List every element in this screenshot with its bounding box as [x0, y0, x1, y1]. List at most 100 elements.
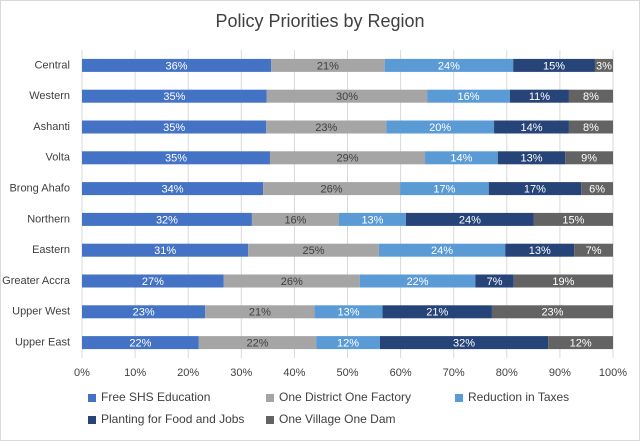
y-tick-label: Northern	[27, 213, 70, 225]
legend-label: Planting for Food and Jobs	[101, 412, 244, 426]
data-label: 24%	[431, 245, 453, 257]
data-label: 32%	[453, 338, 475, 350]
data-label: 35%	[163, 122, 185, 134]
legend-label: Reduction in Taxes	[468, 390, 569, 404]
data-label: 21%	[317, 60, 339, 72]
bar-segment	[533, 212, 613, 226]
y-tick-label: Volta	[46, 152, 71, 164]
legend-swatch	[88, 416, 96, 424]
data-label: 29%	[336, 153, 358, 165]
data-label: 21%	[426, 307, 448, 319]
data-label: 3%	[596, 60, 612, 72]
bar-segment	[505, 243, 575, 257]
bar-segment	[488, 182, 582, 196]
legend-swatch	[88, 394, 96, 402]
bar-segment	[400, 182, 489, 196]
y-tick-label: Ashanti	[33, 121, 70, 133]
chart-title: Policy Priorities by Region	[215, 11, 424, 31]
bar-segment	[82, 274, 224, 288]
data-label: 22%	[407, 276, 429, 288]
data-label: 12%	[570, 338, 592, 350]
bar-segment	[269, 151, 426, 165]
data-label: 9%	[581, 153, 597, 165]
bar-segment	[475, 274, 514, 288]
bar-segment	[263, 182, 401, 196]
bar-segment	[82, 212, 252, 226]
data-label: 24%	[438, 60, 460, 72]
data-label: 8%	[583, 122, 599, 134]
data-label: 30%	[336, 91, 358, 103]
bar-segment	[405, 212, 534, 226]
bar-segment	[491, 305, 613, 319]
x-tick-label: 80%	[496, 367, 518, 379]
bar-segment	[266, 89, 428, 103]
data-label: 13%	[520, 153, 542, 165]
x-tick-label: 10%	[124, 367, 146, 379]
bar-segment	[565, 151, 613, 165]
x-tick-label: 70%	[443, 367, 465, 379]
bar-segment	[82, 89, 267, 103]
x-tick-label: 20%	[177, 367, 199, 379]
data-label: 15%	[543, 60, 565, 72]
bar-segment	[494, 120, 569, 134]
bar-segment	[82, 305, 206, 319]
bar-segment	[248, 243, 379, 257]
data-label: 13%	[361, 214, 383, 226]
bar-segment	[497, 151, 566, 165]
bar-segment	[314, 305, 383, 319]
bar-segment	[425, 151, 498, 165]
data-label: 8%	[583, 91, 599, 103]
legend-swatch	[266, 394, 274, 402]
bar-segment	[509, 89, 569, 103]
legend-label: Free SHS Education	[101, 390, 210, 404]
y-tick-label: Brong Ahafo	[9, 183, 70, 195]
bar-segment	[82, 120, 267, 134]
y-tick-label: Western	[29, 90, 70, 102]
x-tick-label: 0%	[74, 367, 90, 379]
legend-swatch	[455, 394, 463, 402]
data-label: 17%	[524, 184, 546, 196]
bar-segment	[382, 305, 492, 319]
data-label: 7%	[487, 276, 503, 288]
bar-segment	[271, 58, 385, 72]
bar-segment	[513, 58, 595, 72]
data-label: 6%	[589, 184, 605, 196]
bar-segment	[223, 274, 360, 288]
data-label: 32%	[156, 214, 178, 226]
x-tick-label: 40%	[283, 367, 305, 379]
bar-segment	[574, 243, 613, 257]
bar-segment	[251, 212, 340, 226]
bar-segment	[548, 336, 613, 350]
y-tick-label: Upper East	[15, 337, 70, 349]
bar-segment	[82, 151, 270, 165]
data-label: 26%	[281, 276, 303, 288]
data-label: 13%	[338, 307, 360, 319]
data-label: 22%	[129, 338, 151, 350]
legend-label: One Village One Dam	[279, 412, 396, 426]
x-tick-label: 30%	[230, 367, 252, 379]
data-label: 34%	[162, 184, 184, 196]
data-label: 23%	[541, 307, 563, 319]
data-label: 36%	[166, 60, 188, 72]
bar-segment	[82, 182, 264, 196]
legend-label: One District One Factory	[279, 390, 411, 404]
bar-segment	[82, 243, 249, 257]
y-tick-label: Greater Accra	[2, 275, 71, 287]
y-tick-label: Eastern	[32, 244, 70, 256]
bar-segment	[82, 58, 272, 72]
data-label: 22%	[246, 338, 268, 350]
bar-segment	[316, 336, 380, 350]
data-label: 27%	[142, 276, 164, 288]
data-label: 21%	[249, 307, 271, 319]
bar-segment	[568, 120, 613, 134]
data-label: 7%	[586, 245, 602, 257]
data-label: 20%	[429, 122, 451, 134]
x-tick-label: 50%	[336, 367, 358, 379]
bar-segment	[82, 336, 199, 350]
data-label: 23%	[315, 122, 337, 134]
data-label: 24%	[459, 214, 481, 226]
data-label: 16%	[284, 214, 306, 226]
x-tick-label: 100%	[599, 367, 627, 379]
data-label: 14%	[520, 122, 542, 134]
